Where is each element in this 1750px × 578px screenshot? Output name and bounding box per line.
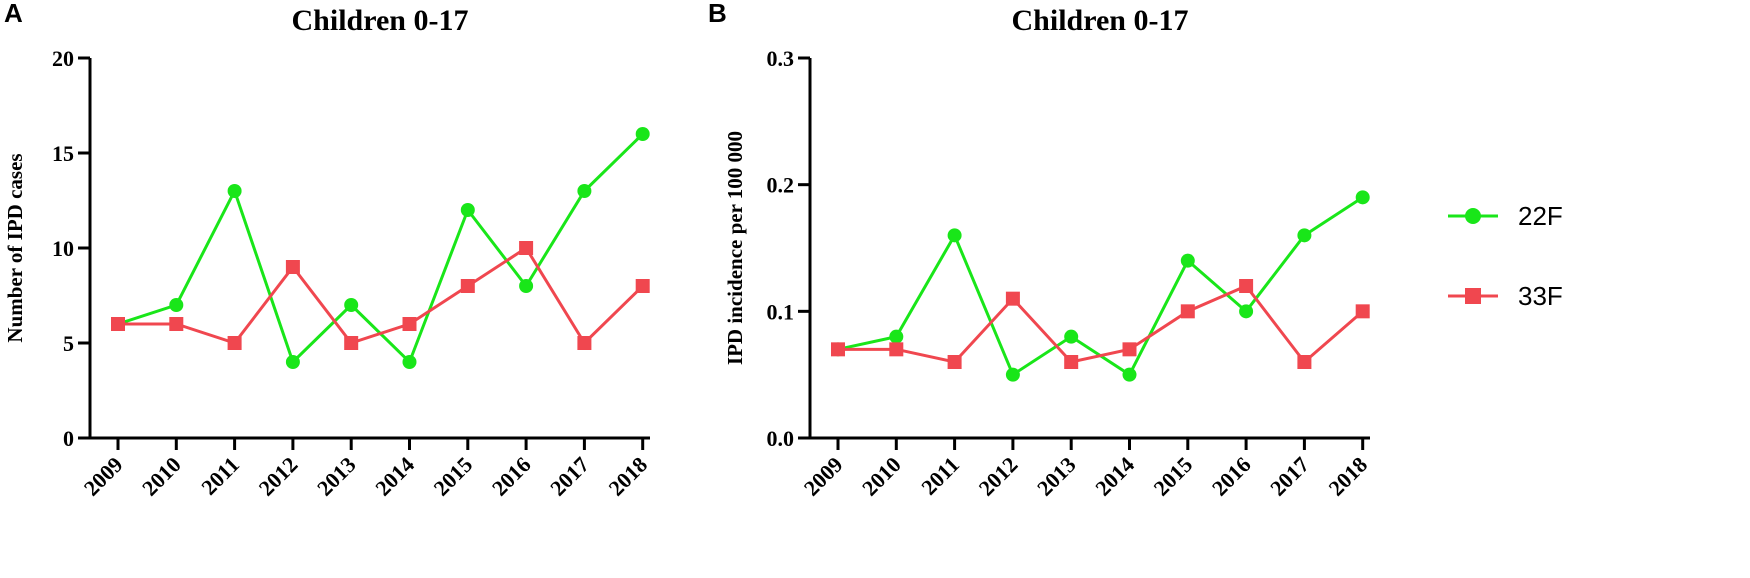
data-point [1239, 304, 1254, 319]
y-tick-label: 0.2 [767, 173, 795, 198]
y-tick-label: 0.0 [767, 426, 795, 451]
data-point [169, 298, 184, 312]
data-point [831, 342, 845, 357]
x-tick-label: 2011 [916, 452, 964, 500]
x-tick-label: 2009 [79, 452, 128, 501]
x-tick-label: 2016 [1207, 452, 1256, 501]
y-axis-label: Number of IPD cases [3, 153, 27, 342]
x-tick-label: 2016 [487, 452, 536, 501]
chart-title: Children 0-17 [1012, 4, 1189, 37]
chart-title: Children 0-17 [292, 4, 469, 37]
y-tick-label: 0.1 [767, 299, 795, 324]
data-point [344, 298, 359, 312]
data-point [460, 203, 475, 217]
y-tick-label: 0 [63, 426, 74, 451]
data-point [1064, 355, 1079, 369]
y-tick-label: 5 [63, 331, 74, 356]
data-point [1180, 253, 1195, 268]
x-tick-label: 2014 [370, 452, 419, 501]
series-line [838, 284, 1364, 365]
legend-marker-square [1465, 288, 1481, 304]
x-tick-label: 2015 [429, 452, 478, 501]
legend-item-22F: 22F [1448, 201, 1563, 231]
data-point [344, 336, 359, 350]
data-point [1122, 342, 1137, 357]
data-point [947, 355, 962, 369]
data-point [947, 228, 962, 243]
data-point [227, 336, 242, 350]
data-point [635, 127, 650, 141]
series-line [118, 245, 644, 346]
data-point [1355, 190, 1370, 205]
panel-a-chart: A Children 0-17 Number of IPD cases 0 5 10 15 2… [3, 0, 652, 501]
panel-b-chart: B Children 0-17 IPD incidence per 100 000 0… [708, 0, 1372, 501]
series-line [117, 132, 644, 365]
x-tick-label: 2017 [545, 452, 594, 501]
series-line [837, 196, 1364, 377]
data-point [285, 355, 300, 369]
data-point [169, 317, 184, 331]
data-point [1122, 367, 1137, 382]
data-point [889, 342, 904, 357]
data-point [635, 279, 650, 293]
y-axis-label: IPD incidence per 100 000 [723, 131, 747, 365]
panel-letter: B [708, 0, 727, 28]
data-point [1239, 279, 1254, 293]
x-tick-label: 2013 [312, 452, 361, 501]
data-point [1005, 291, 1020, 306]
data-point [1297, 228, 1312, 243]
x-tick-label: 2010 [137, 452, 186, 501]
x-tick-label: 2012 [254, 452, 303, 501]
data-point [577, 336, 592, 350]
data-point [285, 260, 300, 274]
data-point [460, 279, 475, 293]
legend: 22F 33F [1448, 201, 1563, 311]
x-tick-label: 2014 [1090, 452, 1139, 501]
legend-item-33F: 33F [1448, 281, 1563, 311]
data-point [1297, 355, 1312, 369]
x-tick-label: 2013 [1032, 452, 1081, 501]
data-point [1064, 329, 1079, 344]
series-33F [831, 279, 1370, 369]
data-point [1180, 304, 1195, 319]
data-point [519, 241, 534, 255]
y-tick-label: 10 [52, 236, 74, 261]
legend-marker-circle [1465, 208, 1481, 224]
data-point [1355, 304, 1370, 319]
x-tick-label: 2018 [1323, 452, 1372, 501]
data-point [577, 184, 592, 198]
data-point [889, 329, 904, 344]
panel-letter: A [4, 0, 23, 28]
data-point [227, 184, 242, 198]
legend-label: 22F [1518, 201, 1563, 231]
x-tick-label: 2017 [1265, 452, 1314, 501]
x-tick-label: 2015 [1149, 452, 1198, 501]
series-33F [111, 241, 650, 350]
data-point [1005, 367, 1020, 382]
y-tick-label: 20 [52, 46, 74, 71]
x-tick-label: 2012 [974, 452, 1023, 501]
data-point [402, 317, 417, 331]
data-point [111, 317, 125, 331]
y-tick-label: 15 [52, 141, 74, 166]
y-tick-label: 0.3 [767, 46, 795, 71]
data-point [519, 279, 534, 293]
x-tick-label: 2018 [603, 452, 652, 501]
x-tick-label: 2009 [799, 452, 848, 501]
legend-label: 33F [1518, 281, 1563, 311]
x-tick-label: 2011 [196, 452, 244, 500]
x-tick-label: 2010 [857, 452, 906, 501]
data-point [402, 355, 417, 369]
